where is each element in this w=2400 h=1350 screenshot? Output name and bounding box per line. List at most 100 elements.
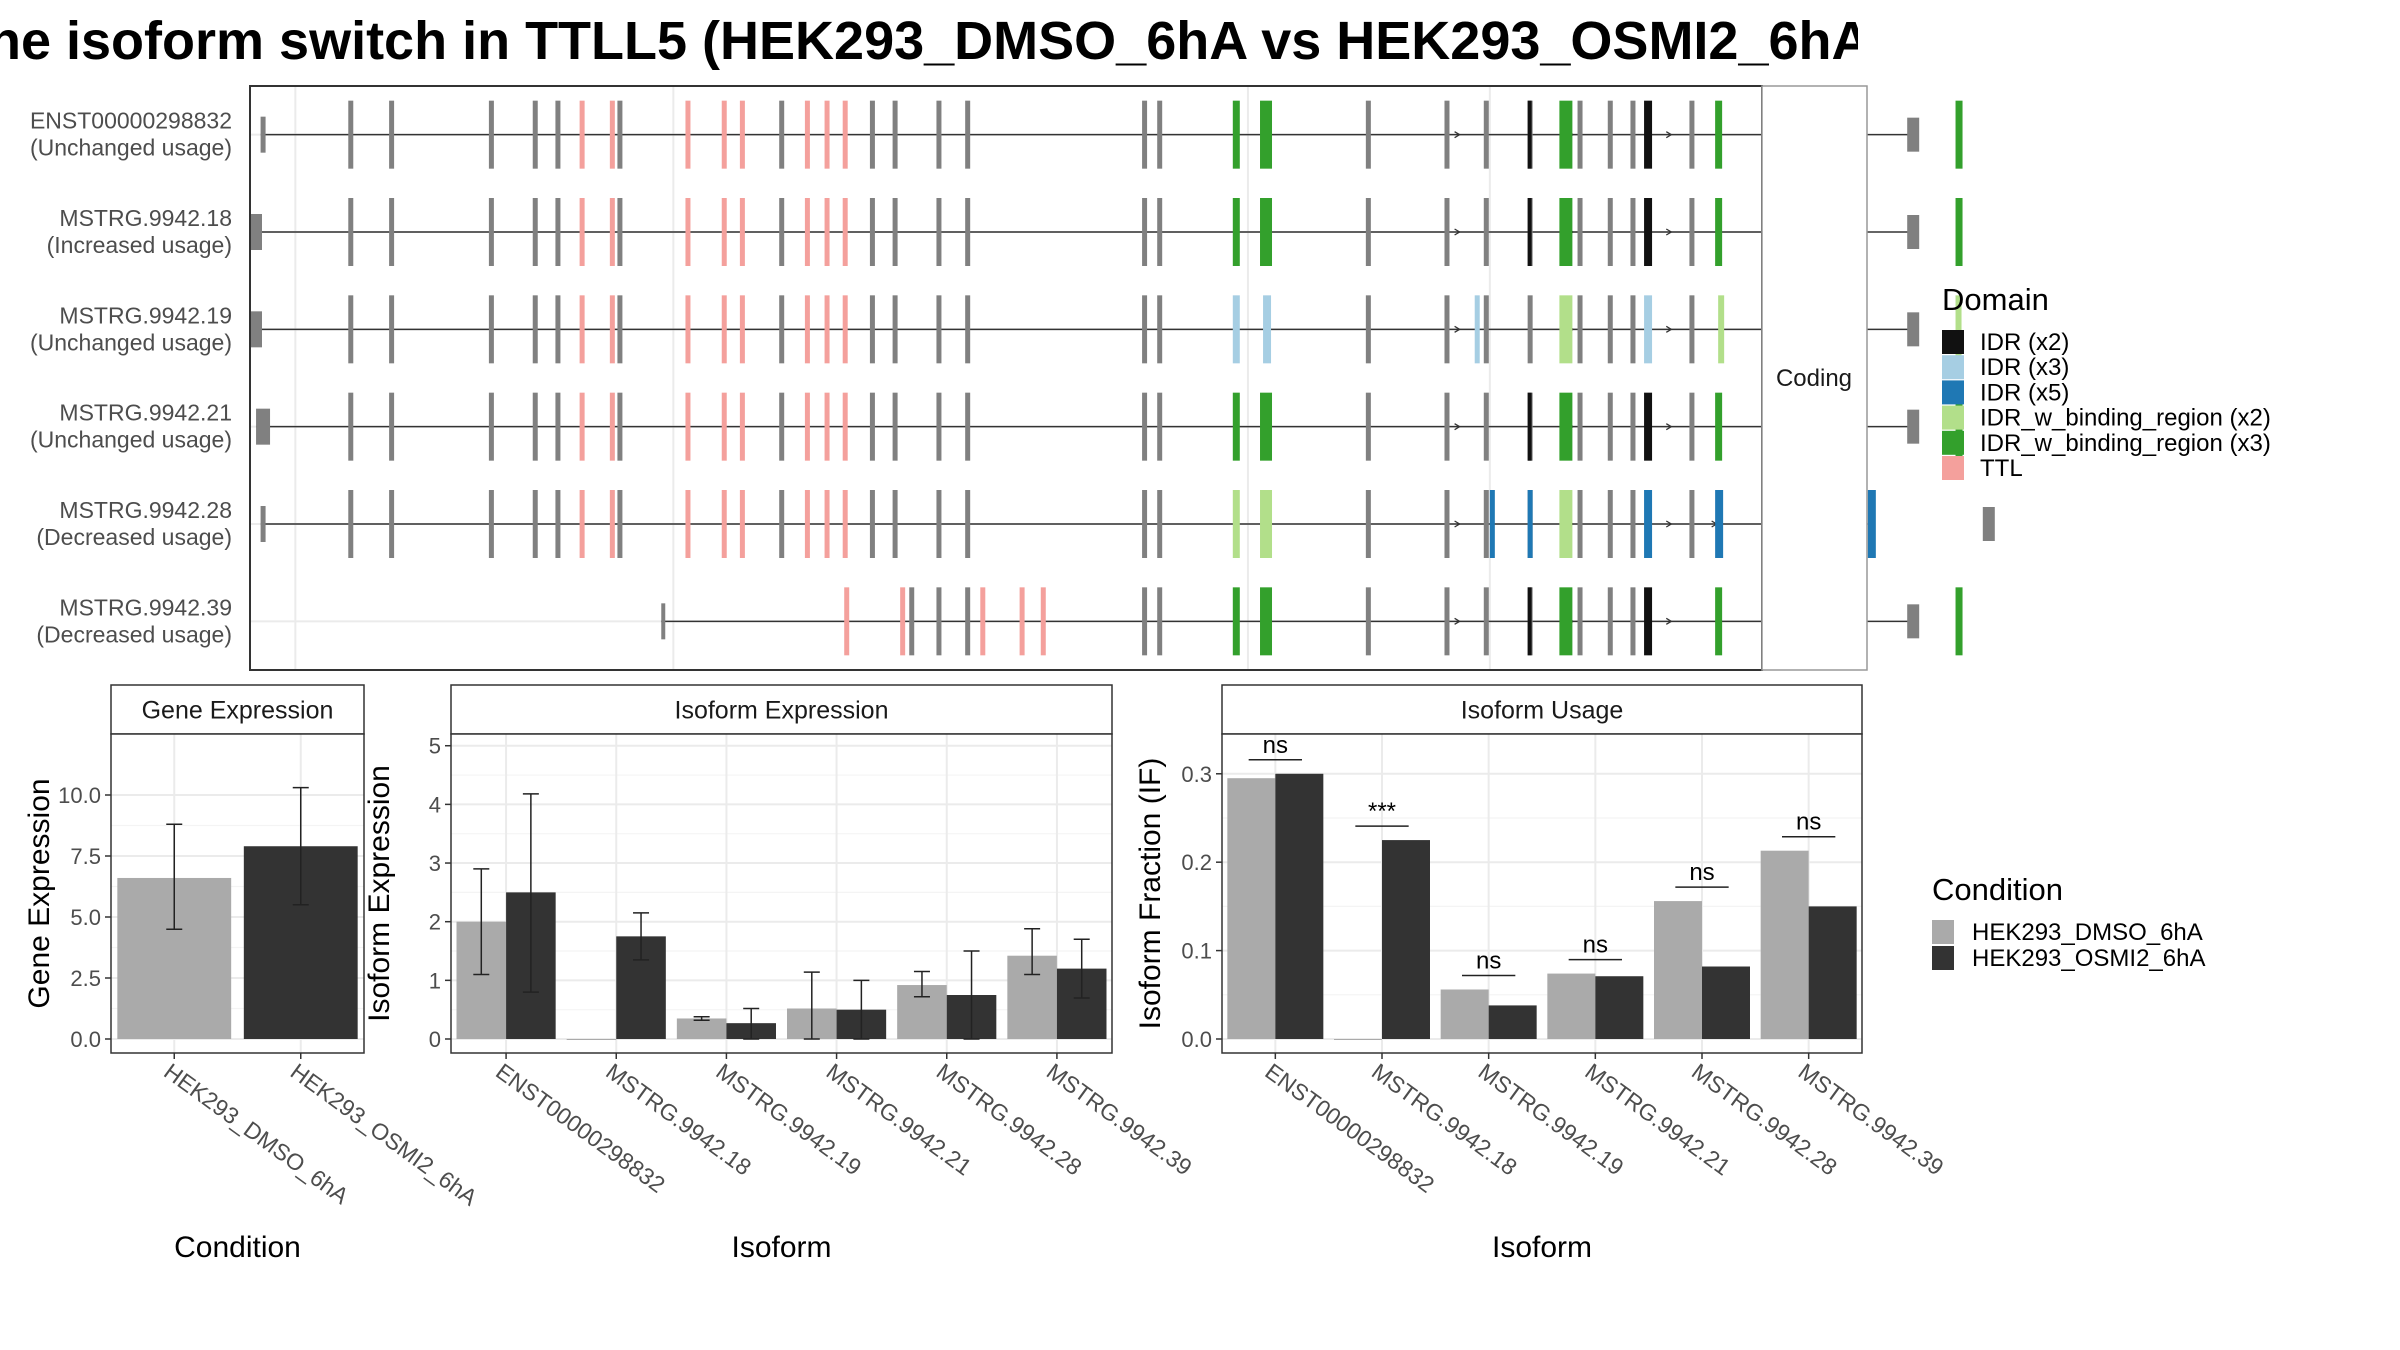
- coding-exon: [555, 490, 561, 558]
- utr-start: [260, 116, 266, 153]
- ttl-domain-block: [685, 490, 691, 558]
- ttl-domain-block: [609, 392, 615, 461]
- bar: [1547, 973, 1596, 1039]
- coding-exon: [1157, 392, 1163, 461]
- isoform-usage-label: (Decreased usage): [36, 621, 232, 647]
- coding-exon: [389, 392, 395, 461]
- bar: [1382, 840, 1430, 1039]
- direction-arrow: [1454, 617, 1461, 625]
- domain-block: [1644, 100, 1653, 169]
- coding-exon: [1483, 100, 1489, 169]
- domain-legend-swatch: [1942, 355, 1964, 380]
- domain-block: [1559, 490, 1573, 558]
- coding-exon: [965, 295, 971, 364]
- ttl-domain-block: [824, 100, 830, 169]
- bar: [1227, 778, 1276, 1039]
- coding-exon: [555, 198, 561, 266]
- coding-exon: [965, 490, 971, 558]
- panel-strip: [1221, 684, 1863, 735]
- ttl-domain-block: [721, 295, 727, 364]
- panel-border: [1221, 733, 1863, 1054]
- ttl-domain-block: [824, 198, 830, 266]
- isoform-row-6: MSTRG.9942.39(Decreased usage): [36, 587, 1963, 656]
- domain-legend-swatch: [1942, 405, 1964, 430]
- coding-exon: [965, 587, 971, 656]
- bar: [1808, 906, 1857, 1039]
- coding-exon: [1577, 587, 1583, 656]
- coding-exon: [1577, 100, 1583, 169]
- coding-exon: [555, 100, 561, 169]
- domain-legend-swatch: [1942, 330, 1964, 354]
- direction-arrow: [1665, 617, 1673, 625]
- ttl-domain-block: [579, 295, 585, 364]
- domain-block: [1263, 295, 1272, 364]
- coding-exon: [892, 392, 898, 461]
- coding-exon: [1444, 295, 1450, 364]
- coding-exon: [965, 198, 971, 266]
- coding-exon: [1142, 295, 1148, 364]
- domain-block: [1715, 392, 1723, 461]
- domain-block: [1715, 100, 1723, 169]
- coding-exon: [488, 392, 494, 461]
- coding-exon: [1142, 392, 1148, 461]
- y-tick-label: 0.2: [1181, 850, 1212, 875]
- utr-end: [1907, 604, 1920, 639]
- coding-exon: [1607, 198, 1613, 266]
- coding-exon: [936, 392, 942, 461]
- ttl-domain-block: [842, 100, 848, 169]
- ttl-domain-block: [685, 198, 691, 266]
- domain-block: [1260, 392, 1273, 461]
- ttl-domain-block: [685, 100, 691, 169]
- coding-exon: [869, 198, 875, 266]
- domain-block: [1232, 295, 1240, 364]
- domain-block: [1715, 587, 1723, 656]
- direction-arrow: [1454, 423, 1461, 431]
- coding-exon: [1630, 198, 1636, 266]
- coding-exon: [617, 392, 623, 461]
- ttl-domain-block: [824, 295, 830, 364]
- bar: [1334, 1039, 1382, 1040]
- utr-end: [1982, 507, 1995, 541]
- significance-label: ***: [1368, 798, 1396, 825]
- coding-exon: [1689, 100, 1695, 169]
- ttl-domain-block: [721, 490, 727, 558]
- y-axis-title: Isoform Fraction (IF): [1134, 758, 1167, 1030]
- domain-block: [1232, 392, 1240, 461]
- y-tick-label: 0.1: [1181, 939, 1212, 964]
- domain-block: [1232, 587, 1240, 656]
- coding-exon: [1157, 295, 1163, 364]
- ttl-domain-block: [609, 295, 615, 364]
- direction-arrow: [1454, 228, 1461, 236]
- domain-block: [1527, 490, 1533, 558]
- y-tick-label: 3: [429, 851, 441, 876]
- bar: [1595, 976, 1644, 1039]
- condition-legend-label: HEK293_OSMI2_6hA: [1972, 945, 2205, 972]
- ttl-domain-block: [579, 100, 585, 169]
- bar: [1654, 901, 1702, 1039]
- coding-exon: [1607, 587, 1613, 656]
- bar: [566, 1039, 617, 1040]
- coding-exon: [488, 198, 494, 266]
- ttl-domain-block: [1019, 587, 1025, 656]
- domain-block: [1644, 198, 1653, 266]
- coding-exon: [532, 490, 538, 558]
- facet-label: Coding: [1776, 365, 1852, 392]
- domain-legend-label: IDR_w_binding_region (x2): [1980, 405, 2271, 432]
- domain-block: [1232, 100, 1240, 169]
- coding-exon: [617, 490, 623, 558]
- coding-exon: [1689, 198, 1695, 266]
- isoform-usage-panel: Isoform Usage0.00.10.20.3ENST00000298832…: [1134, 684, 1949, 1264]
- ttl-domain-block: [804, 490, 810, 558]
- ttl-domain-block: [721, 392, 727, 461]
- y-tick-label: 2: [429, 910, 441, 935]
- ttl-domain-block: [842, 490, 848, 558]
- coding-exon: [869, 295, 875, 364]
- utr-start: [250, 311, 262, 348]
- coding-exon: [779, 198, 785, 266]
- coding-exon: [1444, 392, 1450, 461]
- domain-legend-swatch: [1942, 430, 1964, 455]
- direction-arrow: [1454, 325, 1461, 333]
- coding-exon: [892, 295, 898, 364]
